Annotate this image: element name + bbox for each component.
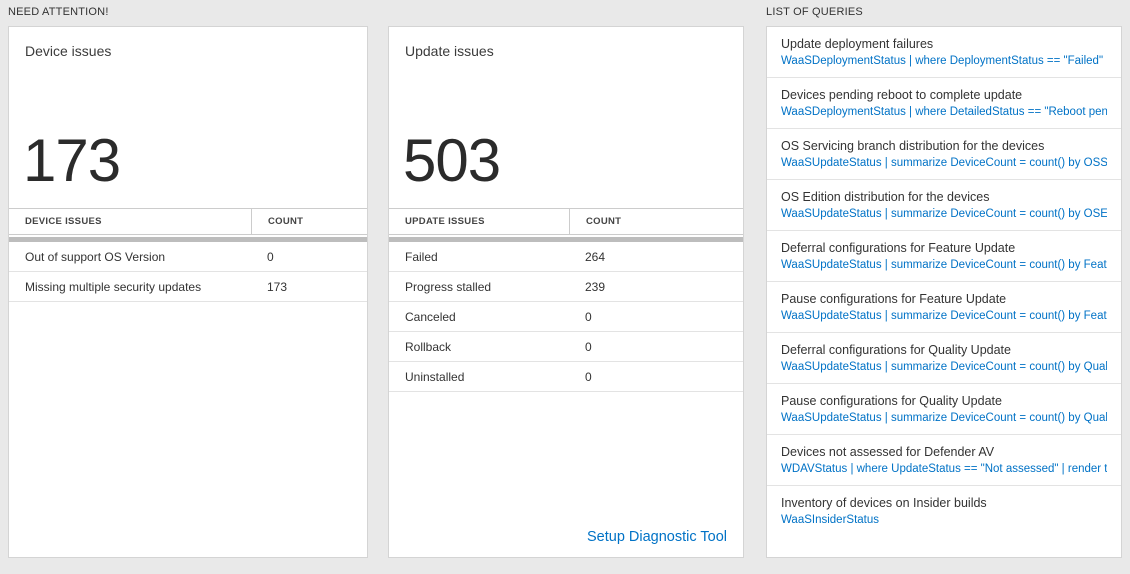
device-issues-count: 173 [23, 127, 121, 194]
query-title: Devices pending reboot to complete updat… [781, 88, 1023, 102]
device-issues-grid-header: DEVICE ISSUES COUNT [9, 208, 367, 235]
update-issues-title: Update issues [405, 43, 494, 59]
query-list-item[interactable]: Deferral configurations for Quality Upda… [767, 333, 1121, 384]
row-count: 173 [267, 279, 288, 294]
count-col-header: COUNT [251, 209, 367, 234]
query-list-item[interactable]: Devices not assessed for Defender AV WDA… [767, 435, 1121, 486]
device-issues-title: Device issues [25, 43, 112, 59]
query-list-item[interactable]: Devices pending reboot to complete updat… [767, 78, 1121, 129]
row-label: Uninstalled [405, 369, 465, 384]
table-row[interactable]: Uninstalled 0 [389, 362, 743, 392]
query-list-item[interactable]: Deferral configurations for Feature Upda… [767, 231, 1121, 282]
query-title: Pause configurations for Quality Update [781, 394, 1002, 408]
query-title: Pause configurations for Feature Update [781, 292, 1007, 306]
device-issues-card[interactable]: Device issues 173 DEVICE ISSUES COUNT Ou… [8, 26, 368, 558]
query-text: WaaSDeploymentStatus | where DeploymentS… [781, 55, 1107, 67]
row-count: 0 [585, 369, 592, 384]
update-issues-count: 503 [403, 127, 501, 194]
need-attention-section: NEED ATTENTION! Device issues 173 DEVICE… [8, 6, 744, 558]
count-col-header: COUNT [569, 209, 743, 234]
table-row[interactable]: Canceled 0 [389, 302, 743, 332]
row-count: 0 [585, 339, 592, 354]
row-label: Progress stalled [405, 279, 492, 294]
need-attention-header: NEED ATTENTION! [8, 6, 109, 18]
query-title: Inventory of devices on Insider builds [781, 496, 987, 510]
query-list-item[interactable]: Update deployment failures WaaSDeploymen… [767, 27, 1121, 78]
table-row[interactable]: Rollback 0 [389, 332, 743, 362]
row-count: 264 [585, 249, 606, 264]
query-text: WaaSUpdateStatus | summarize DeviceCount… [781, 361, 1107, 373]
update-issues-card[interactable]: Update issues 503 UPDATE ISSUES COUNT Fa… [388, 26, 744, 558]
setup-diagnostic-tool-link[interactable]: Setup Diagnostic Tool [587, 529, 727, 545]
query-list-item[interactable]: Inventory of devices on Insider builds W… [767, 486, 1121, 536]
list-of-queries-section: LIST OF QUERIES Update deployment failur… [766, 6, 1122, 558]
table-row[interactable]: Missing multiple security updates 173 [9, 272, 367, 302]
query-title: Deferral configurations for Feature Upda… [781, 241, 1016, 255]
table-row[interactable]: Out of support OS Version 0 [9, 242, 367, 272]
query-title: Update deployment failures [781, 37, 934, 51]
query-text: WDAVStatus | where UpdateStatus == "Not … [781, 463, 1107, 475]
row-label: Rollback [405, 339, 452, 354]
device-issues-col-header: DEVICE ISSUES [25, 216, 102, 227]
device-issues-card-top: Device issues 173 [9, 27, 367, 208]
grid-header-divider [389, 237, 743, 242]
table-row[interactable]: Progress stalled 239 [389, 272, 743, 302]
query-text: WaaSUpdateStatus | summarize DeviceCount… [781, 157, 1107, 169]
query-text: WaaSUpdateStatus | summarize DeviceCount… [781, 412, 1107, 424]
query-title: OS Edition distribution for the devices [781, 190, 990, 204]
row-label: Failed [405, 249, 438, 264]
query-text: WaaSUpdateStatus | summarize DeviceCount… [781, 310, 1107, 322]
update-issues-col-header: UPDATE ISSUES [405, 216, 485, 227]
query-text: WaaSInsiderStatus [781, 514, 880, 526]
row-count: 0 [585, 309, 592, 324]
need-attention-cards: Device issues 173 DEVICE ISSUES COUNT Ou… [8, 26, 744, 558]
grid-header-divider [9, 237, 367, 242]
row-label: Canceled [405, 309, 456, 324]
row-label: Missing multiple security updates [25, 279, 202, 294]
query-list-item[interactable]: Pause configurations for Quality Update … [767, 384, 1121, 435]
query-list-item[interactable]: Pause configurations for Feature Update … [767, 282, 1121, 333]
query-text: WaaSDeploymentStatus | where DetailedSta… [781, 106, 1107, 118]
query-list-item[interactable]: OS Edition distribution for the devices … [767, 180, 1121, 231]
query-list-item[interactable]: OS Servicing branch distribution for the… [767, 129, 1121, 180]
update-issues-grid-header: UPDATE ISSUES COUNT [389, 208, 743, 235]
query-text: WaaSUpdateStatus | summarize DeviceCount… [781, 259, 1107, 271]
query-text: WaaSUpdateStatus | summarize DeviceCount… [781, 208, 1107, 220]
row-count: 239 [585, 279, 606, 294]
query-title: Deferral configurations for Quality Upda… [781, 343, 1011, 357]
update-issues-card-top: Update issues 503 [389, 27, 743, 208]
list-of-queries-header: LIST OF QUERIES [766, 6, 863, 18]
table-row[interactable]: Failed 264 [389, 242, 743, 272]
queries-card: Update deployment failures WaaSDeploymen… [766, 26, 1122, 558]
query-title: Devices not assessed for Defender AV [781, 445, 995, 459]
row-count: 0 [267, 249, 274, 264]
query-title: OS Servicing branch distribution for the… [781, 139, 1045, 153]
row-label: Out of support OS Version [25, 249, 166, 264]
